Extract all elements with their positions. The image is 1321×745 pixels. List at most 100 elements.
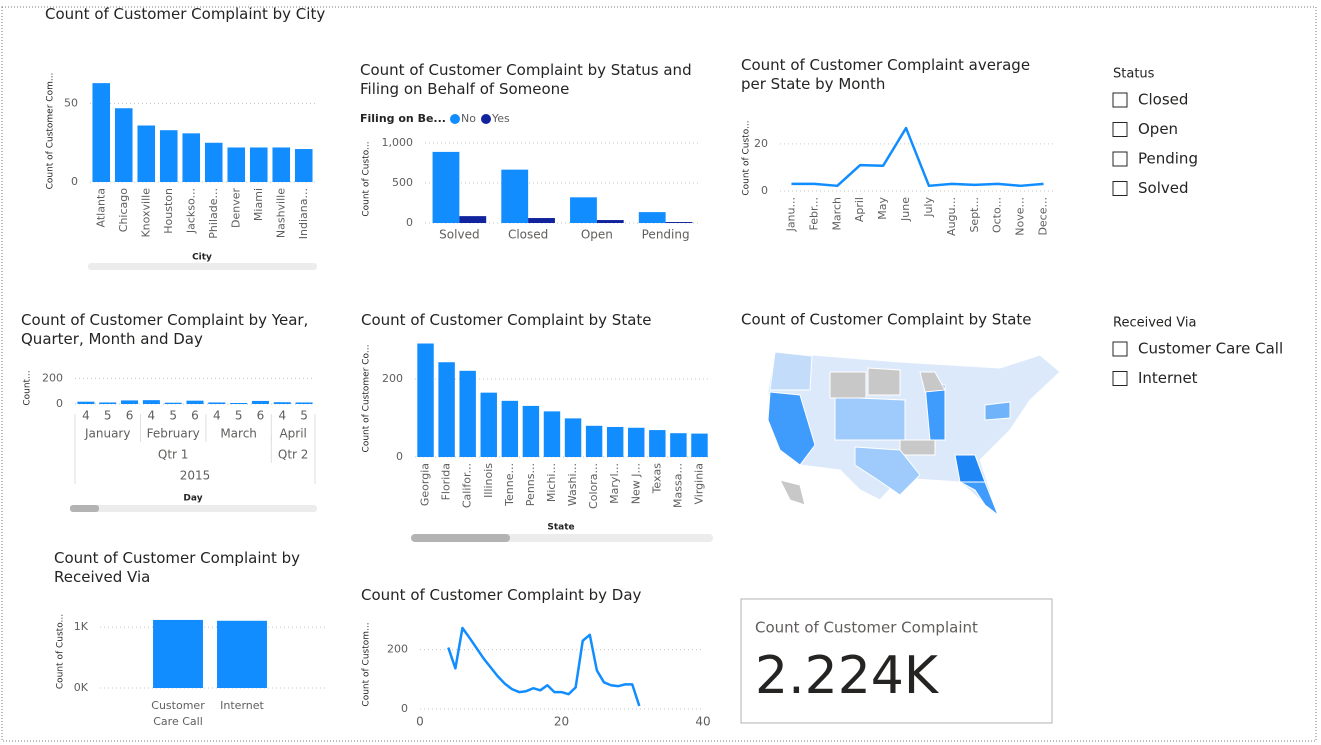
x-tick-label: Knoxville <box>139 188 152 238</box>
y-axis-label: Count of Custo... <box>742 120 752 195</box>
x-tick-label: 4 <box>278 409 286 423</box>
bar <box>230 402 248 404</box>
legend-label: Yes <box>491 112 510 125</box>
x-tick-label: Octo... <box>991 197 1004 233</box>
x-tick-label: Michi... <box>545 463 558 502</box>
slicer-title: Status <box>1113 67 1155 82</box>
x-tick-label: Chicago <box>117 188 130 232</box>
x-tick-label: Internet <box>220 699 264 712</box>
scrollbar[interactable] <box>70 505 317 512</box>
x-tick-label: New J... <box>629 463 642 504</box>
x-tick-label: 40 <box>695 715 710 729</box>
slicer-option[interactable]: Customer Care Call <box>1138 340 1283 358</box>
x-group-label: January <box>84 427 131 441</box>
x-axis-label: Day <box>183 494 202 504</box>
bar <box>596 220 624 223</box>
bar <box>153 619 203 688</box>
bar <box>77 401 95 404</box>
scrollbar-thumb[interactable] <box>411 534 510 542</box>
chart-title-box: Count of Customer Complaint by City <box>45 5 326 23</box>
bar <box>501 169 529 223</box>
bar <box>606 426 624 457</box>
x-axis-label: State <box>547 523 574 533</box>
legend-marker <box>450 114 460 124</box>
bar <box>585 425 603 457</box>
card-label: Count of Customer Complaint <box>755 619 978 637</box>
x-tick-label: Penns... <box>524 463 537 506</box>
checkbox[interactable] <box>1112 151 1128 167</box>
y-axis-label: Count of Custom... <box>362 622 372 706</box>
bar <box>670 433 687 457</box>
chart-title-box: Count of Customer Complaint by State <box>361 311 652 329</box>
bar <box>459 370 476 457</box>
x-tick-label: Closed <box>508 228 548 242</box>
bar <box>564 418 582 457</box>
x-tick-label: 5 <box>235 409 243 423</box>
checkbox[interactable] <box>1112 92 1128 108</box>
x-tick-label: Texas <box>650 463 663 495</box>
slicer-option[interactable]: Closed <box>1138 91 1188 109</box>
bar <box>294 149 313 182</box>
scrollbar[interactable] <box>88 263 317 270</box>
y-tick-label: 1K <box>74 620 89 633</box>
y-axis-label: Count of Custo... <box>56 614 66 689</box>
y-tick-label: 0 <box>71 175 78 188</box>
x-tick-label: Houston <box>162 188 175 234</box>
slicer-option[interactable]: Pending <box>1138 150 1198 168</box>
bar <box>204 142 223 182</box>
bar <box>649 430 666 457</box>
slicer-option[interactable]: Open <box>1138 120 1178 138</box>
x-tick-label-box: Customer Care Call <box>151 699 204 728</box>
chart-title: Count of Customer Complaint average per … <box>741 56 1031 93</box>
slicer-option[interactable]: Internet <box>1138 369 1198 387</box>
bar <box>159 130 178 182</box>
slicer-option[interactable]: Solved <box>1138 179 1189 197</box>
scrollbar-thumb[interactable] <box>70 505 99 512</box>
x-tick-label: Nashville <box>274 188 287 238</box>
checkbox[interactable] <box>1112 122 1128 137</box>
us-map <box>767 351 1061 517</box>
x-group-label: April <box>279 427 306 441</box>
x-tick-label: Illinois <box>482 463 495 498</box>
x-tick-label: Tenne... <box>503 463 516 507</box>
chart-title: Count of Customer Complaint by State <box>361 311 652 329</box>
x-tick-label: 6 <box>191 409 199 423</box>
card <box>740 598 1053 724</box>
bar <box>665 222 693 223</box>
x-tick-label: 5 <box>169 409 177 423</box>
x-tick-label: Dece... <box>1037 197 1050 236</box>
bar <box>249 147 268 182</box>
bar <box>543 411 561 457</box>
x-tick-label: Open <box>581 228 613 242</box>
y-axis-label: Count of Custo... <box>362 141 372 216</box>
chart-title-box: Count of Customer Complaint by Status an… <box>360 61 692 98</box>
bar <box>480 392 497 457</box>
x-tick-label: 4 <box>213 409 221 423</box>
x-tick-label: Washi... <box>566 463 579 506</box>
bar <box>182 133 201 182</box>
x-tick-label: Nove... <box>1014 197 1027 236</box>
checkbox[interactable] <box>1112 371 1128 386</box>
y-tick-label: 1,000 <box>382 136 414 149</box>
line <box>447 626 641 707</box>
x-tick-label: 5 <box>300 409 308 423</box>
checkbox[interactable] <box>1112 181 1128 196</box>
y-axis-label: Count of Customer Co... <box>362 345 372 453</box>
bar <box>432 151 460 223</box>
x-group-label: 2015 <box>180 469 211 483</box>
x-tick-label: 6 <box>257 409 265 423</box>
checkbox[interactable] <box>1112 341 1128 357</box>
x-tick-label: Philade... <box>207 188 220 239</box>
y-tick-label: 500 <box>392 176 413 189</box>
x-tick-label: Indiana... <box>297 188 310 239</box>
chart-title: Count of Customer Complaint by City <box>45 5 326 23</box>
chart-title-box: Count of Customer Complaint by Day <box>361 586 641 604</box>
legend-label: No <box>461 112 476 125</box>
x-tick-label: April <box>853 197 866 222</box>
bar <box>114 108 133 182</box>
slicer-title: Received Via <box>1113 316 1196 331</box>
bar <box>691 433 708 457</box>
y-tick-label: 20 <box>754 137 768 150</box>
legend-marker <box>481 114 491 124</box>
